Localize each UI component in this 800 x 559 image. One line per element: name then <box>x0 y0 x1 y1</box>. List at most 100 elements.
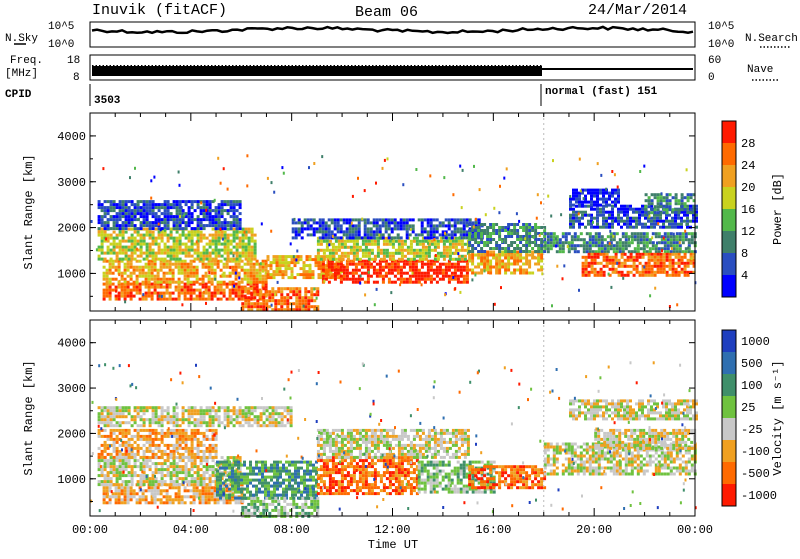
velocity-cell <box>208 489 211 492</box>
power-cell <box>421 275 424 278</box>
power-cell <box>232 269 235 272</box>
power-cell <box>113 215 116 218</box>
power-cell <box>224 209 227 212</box>
power-speckle <box>262 270 264 273</box>
power-cell <box>334 233 337 236</box>
power-speckle <box>540 201 542 204</box>
power-cell <box>101 206 104 209</box>
power-cell <box>163 281 166 284</box>
velocity-cell <box>131 483 134 486</box>
power-cell <box>109 278 112 281</box>
power-cell <box>370 233 373 236</box>
power-cell <box>637 247 640 250</box>
power-cell <box>190 272 193 275</box>
power-cell <box>404 255 407 258</box>
power-cell <box>651 274 654 277</box>
power-cell <box>666 199 669 202</box>
power-cell <box>427 269 430 272</box>
power-cell <box>176 200 179 203</box>
power-cell <box>585 265 588 268</box>
power-cell <box>376 224 379 227</box>
power-cell <box>611 226 614 229</box>
power-cell <box>633 259 636 262</box>
power-speckle <box>308 166 310 169</box>
power-cell <box>643 232 646 235</box>
power-cell <box>137 255 140 258</box>
power-cell <box>657 208 660 211</box>
velocity-cell <box>137 480 140 483</box>
power-cell <box>317 243 320 246</box>
power-cell <box>433 278 436 281</box>
power-cell <box>113 246 116 249</box>
power-cell <box>184 286 187 289</box>
power-cell <box>666 202 669 205</box>
power-speckle <box>583 197 585 200</box>
power-cell <box>401 246 404 249</box>
power-cell <box>634 232 637 235</box>
power-cell <box>169 281 172 284</box>
power-speckle <box>134 167 136 170</box>
power-cell <box>232 289 235 292</box>
power-cell <box>457 266 460 269</box>
power-cell <box>606 253 609 256</box>
power-cell <box>128 224 131 227</box>
power-cell <box>540 254 543 257</box>
power-cell <box>262 302 265 305</box>
power-cell <box>270 261 273 264</box>
power-speckle <box>639 170 641 173</box>
power-speckle <box>600 174 602 177</box>
power-cell <box>595 232 598 235</box>
power-cell <box>271 290 274 293</box>
velocity-cell <box>191 477 194 480</box>
power-cell <box>355 227 358 230</box>
power-cell <box>388 263 391 266</box>
power-cell <box>184 283 187 286</box>
power-cell <box>575 217 578 220</box>
power-cell <box>208 298 211 301</box>
power-cell <box>125 218 128 221</box>
power-cell <box>415 275 418 278</box>
power-cell <box>595 238 598 241</box>
power-cell <box>598 235 601 238</box>
power-cell <box>151 272 154 275</box>
power-cell <box>331 221 334 224</box>
power-cell <box>670 238 673 241</box>
power-cell <box>442 275 445 278</box>
power-cell <box>605 201 608 204</box>
power-cell <box>689 220 692 223</box>
power-cell <box>356 243 359 246</box>
power-cell <box>133 266 136 269</box>
power-speckle <box>506 167 508 170</box>
power-cell <box>317 252 320 255</box>
power-cell <box>286 299 289 302</box>
velocity-cell <box>104 456 107 459</box>
power-cell <box>635 223 638 226</box>
power-speckle <box>569 215 571 218</box>
velocity-cell <box>119 474 122 477</box>
power-cell <box>498 244 501 247</box>
power-cell <box>193 272 196 275</box>
power-cell <box>480 229 483 232</box>
power-cell <box>349 278 352 281</box>
power-cell <box>110 258 113 261</box>
power-cell <box>226 286 229 289</box>
power-cell <box>504 266 507 269</box>
power-speckle <box>691 257 693 260</box>
power-cell <box>486 235 489 238</box>
power-cell <box>158 252 161 255</box>
power-cell <box>267 264 270 267</box>
power-cell <box>259 269 262 272</box>
power-cell <box>116 221 119 224</box>
velocity-cell <box>212 465 215 468</box>
power-cell <box>407 249 410 252</box>
power-cell <box>672 253 675 256</box>
power-cell <box>596 201 599 204</box>
velocity-cell <box>149 432 152 435</box>
power-cell <box>164 218 167 221</box>
power-cell <box>425 258 428 261</box>
power-cell <box>119 243 122 246</box>
power-cell <box>217 266 220 269</box>
power-cell <box>104 224 107 227</box>
power-cell <box>678 199 681 202</box>
power-cell <box>149 203 152 206</box>
